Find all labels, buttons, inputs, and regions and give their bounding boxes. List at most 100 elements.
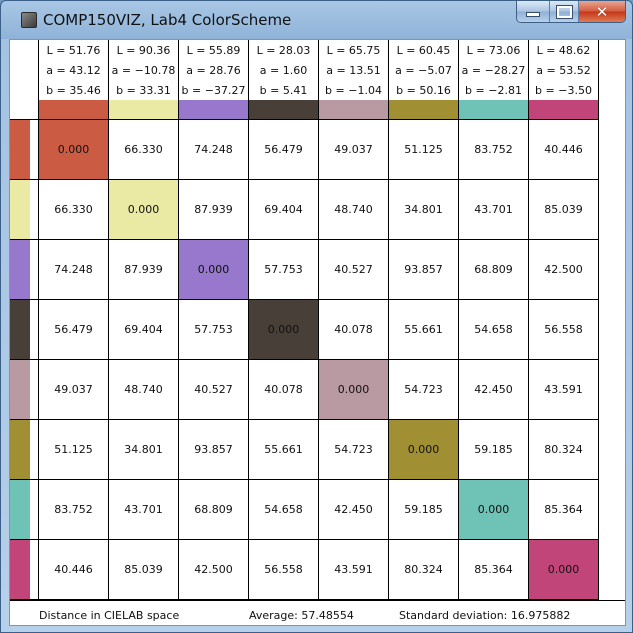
lab-b-value: b = 50.16 [396, 84, 451, 97]
distance-cell: 85.364 [529, 480, 599, 540]
color-swatch-top [459, 100, 529, 120]
distance-cell: 42.450 [459, 360, 529, 420]
distance-cell: 54.658 [459, 300, 529, 360]
distance-cell: 54.723 [319, 420, 389, 480]
distance-cell: 80.324 [389, 540, 459, 600]
window-title: COMP150VIZ, Lab4 ColorScheme [43, 11, 292, 29]
distance-cell: 40.446 [529, 120, 599, 180]
distance-cell: 0.000 [529, 540, 599, 600]
close-button[interactable]: ✕ [579, 1, 625, 22]
distance-cell: 49.037 [39, 360, 109, 420]
status-label: Distance in CIELAB space [39, 609, 180, 622]
row-gap [30, 540, 39, 600]
color-swatch-left [10, 180, 30, 240]
status-bar: Distance in CIELAB space Average: 57.485… [10, 605, 625, 625]
distance-cell: 55.661 [389, 300, 459, 360]
lab-b-value: b = −37.27 [181, 84, 246, 97]
distance-cell: 42.500 [179, 540, 249, 600]
color-distance-panel: Distance in CIELAB space Average: 57.485… [9, 39, 626, 626]
color-header: L = 73.06 a = −28.27 b = −2.81 [459, 40, 529, 100]
distance-cell: 59.185 [389, 480, 459, 540]
distance-cell: 93.857 [389, 240, 459, 300]
lab-b-value: b = 5.41 [259, 84, 308, 97]
lab-a-value: a = 53.52 [536, 64, 591, 77]
lab-a-value: a = −10.78 [111, 64, 176, 77]
distance-cell: 40.078 [249, 360, 319, 420]
distance-cell: 48.740 [319, 180, 389, 240]
distance-cell: 66.330 [39, 180, 109, 240]
lab-a-value: a = 28.76 [186, 64, 241, 77]
distance-cell: 55.661 [249, 420, 319, 480]
maximize-icon [555, 4, 573, 19]
color-swatch-left [10, 420, 30, 480]
distance-cell: 54.658 [249, 480, 319, 540]
distance-cell: 0.000 [459, 480, 529, 540]
distance-cell: 43.591 [529, 360, 599, 420]
color-swatch-left [10, 540, 30, 600]
color-header: L = 51.76 a = 43.12 b = 35.46 [39, 40, 109, 100]
distance-cell: 42.450 [319, 480, 389, 540]
maximize-button[interactable] [550, 1, 579, 22]
distance-cell: 80.324 [529, 420, 599, 480]
distance-cell: 0.000 [109, 180, 179, 240]
app-icon [21, 12, 37, 28]
distance-cell: 93.857 [179, 420, 249, 480]
distance-cell: 49.037 [319, 120, 389, 180]
lab-L-value: L = 73.06 [466, 44, 521, 57]
distance-cell: 40.527 [179, 360, 249, 420]
minimize-button[interactable] [517, 1, 550, 22]
color-swatch-top [319, 100, 389, 120]
lab-b-value: b = 33.31 [116, 84, 171, 97]
color-swatch-left [10, 240, 30, 300]
lab-L-value: L = 48.62 [536, 44, 591, 57]
lab-b-value: b = −2.81 [465, 84, 522, 97]
distance-cell: 74.248 [179, 120, 249, 180]
row-gap [30, 420, 39, 480]
distance-cell: 56.479 [249, 120, 319, 180]
distance-cell: 85.039 [529, 180, 599, 240]
color-swatch-top [529, 100, 599, 120]
distance-cell: 43.701 [109, 480, 179, 540]
distance-cell: 87.939 [109, 240, 179, 300]
distance-cell: 85.364 [459, 540, 529, 600]
window-controls: ✕ [516, 1, 626, 23]
distance-cell: 56.558 [529, 300, 599, 360]
close-icon: ✕ [595, 2, 609, 21]
color-header: L = 28.03 a = 1.60 b = 5.41 [249, 40, 319, 100]
row-gap [30, 360, 39, 420]
color-swatch-top [249, 100, 319, 120]
lab-a-value: a = 1.60 [259, 64, 308, 77]
color-header: L = 60.45 a = −5.07 b = 50.16 [389, 40, 459, 100]
distance-cell: 43.701 [459, 180, 529, 240]
distance-cell: 51.125 [39, 420, 109, 480]
color-swatch-left [10, 360, 30, 420]
distance-cell: 57.753 [179, 300, 249, 360]
lab-L-value: L = 65.75 [326, 44, 381, 57]
lab-L-value: L = 60.45 [396, 44, 451, 57]
color-header: L = 48.62 a = 53.52 b = −3.50 [529, 40, 599, 100]
distance-cell: 34.801 [109, 420, 179, 480]
color-swatch-left [10, 120, 30, 180]
distance-cell: 51.125 [389, 120, 459, 180]
distance-cell: 40.527 [319, 240, 389, 300]
distance-cell: 74.248 [39, 240, 109, 300]
distance-cell: 59.185 [459, 420, 529, 480]
color-swatch-top [179, 100, 249, 120]
minimize-icon [526, 12, 540, 17]
distance-cell: 54.723 [389, 360, 459, 420]
distance-cell: 40.078 [319, 300, 389, 360]
distance-cell: 56.558 [249, 540, 319, 600]
distance-cell: 87.939 [179, 180, 249, 240]
distance-cell: 0.000 [389, 420, 459, 480]
color-header: L = 55.89 a = 28.76 b = −37.27 [179, 40, 249, 100]
lab-L-value: L = 90.36 [116, 44, 171, 57]
title-bar[interactable]: COMP150VIZ, Lab4 ColorScheme ✕ [1, 1, 632, 39]
row-gap [30, 240, 39, 300]
lab-b-value: b = −1.04 [325, 84, 382, 97]
lab-b-value: b = −3.50 [535, 84, 592, 97]
color-header: L = 65.75 a = 13.51 b = −1.04 [319, 40, 389, 100]
color-swatch-left [10, 300, 30, 360]
lab-a-value: a = −5.07 [395, 64, 452, 77]
stddev-value: Standard deviation: 16.975882 [399, 609, 571, 622]
